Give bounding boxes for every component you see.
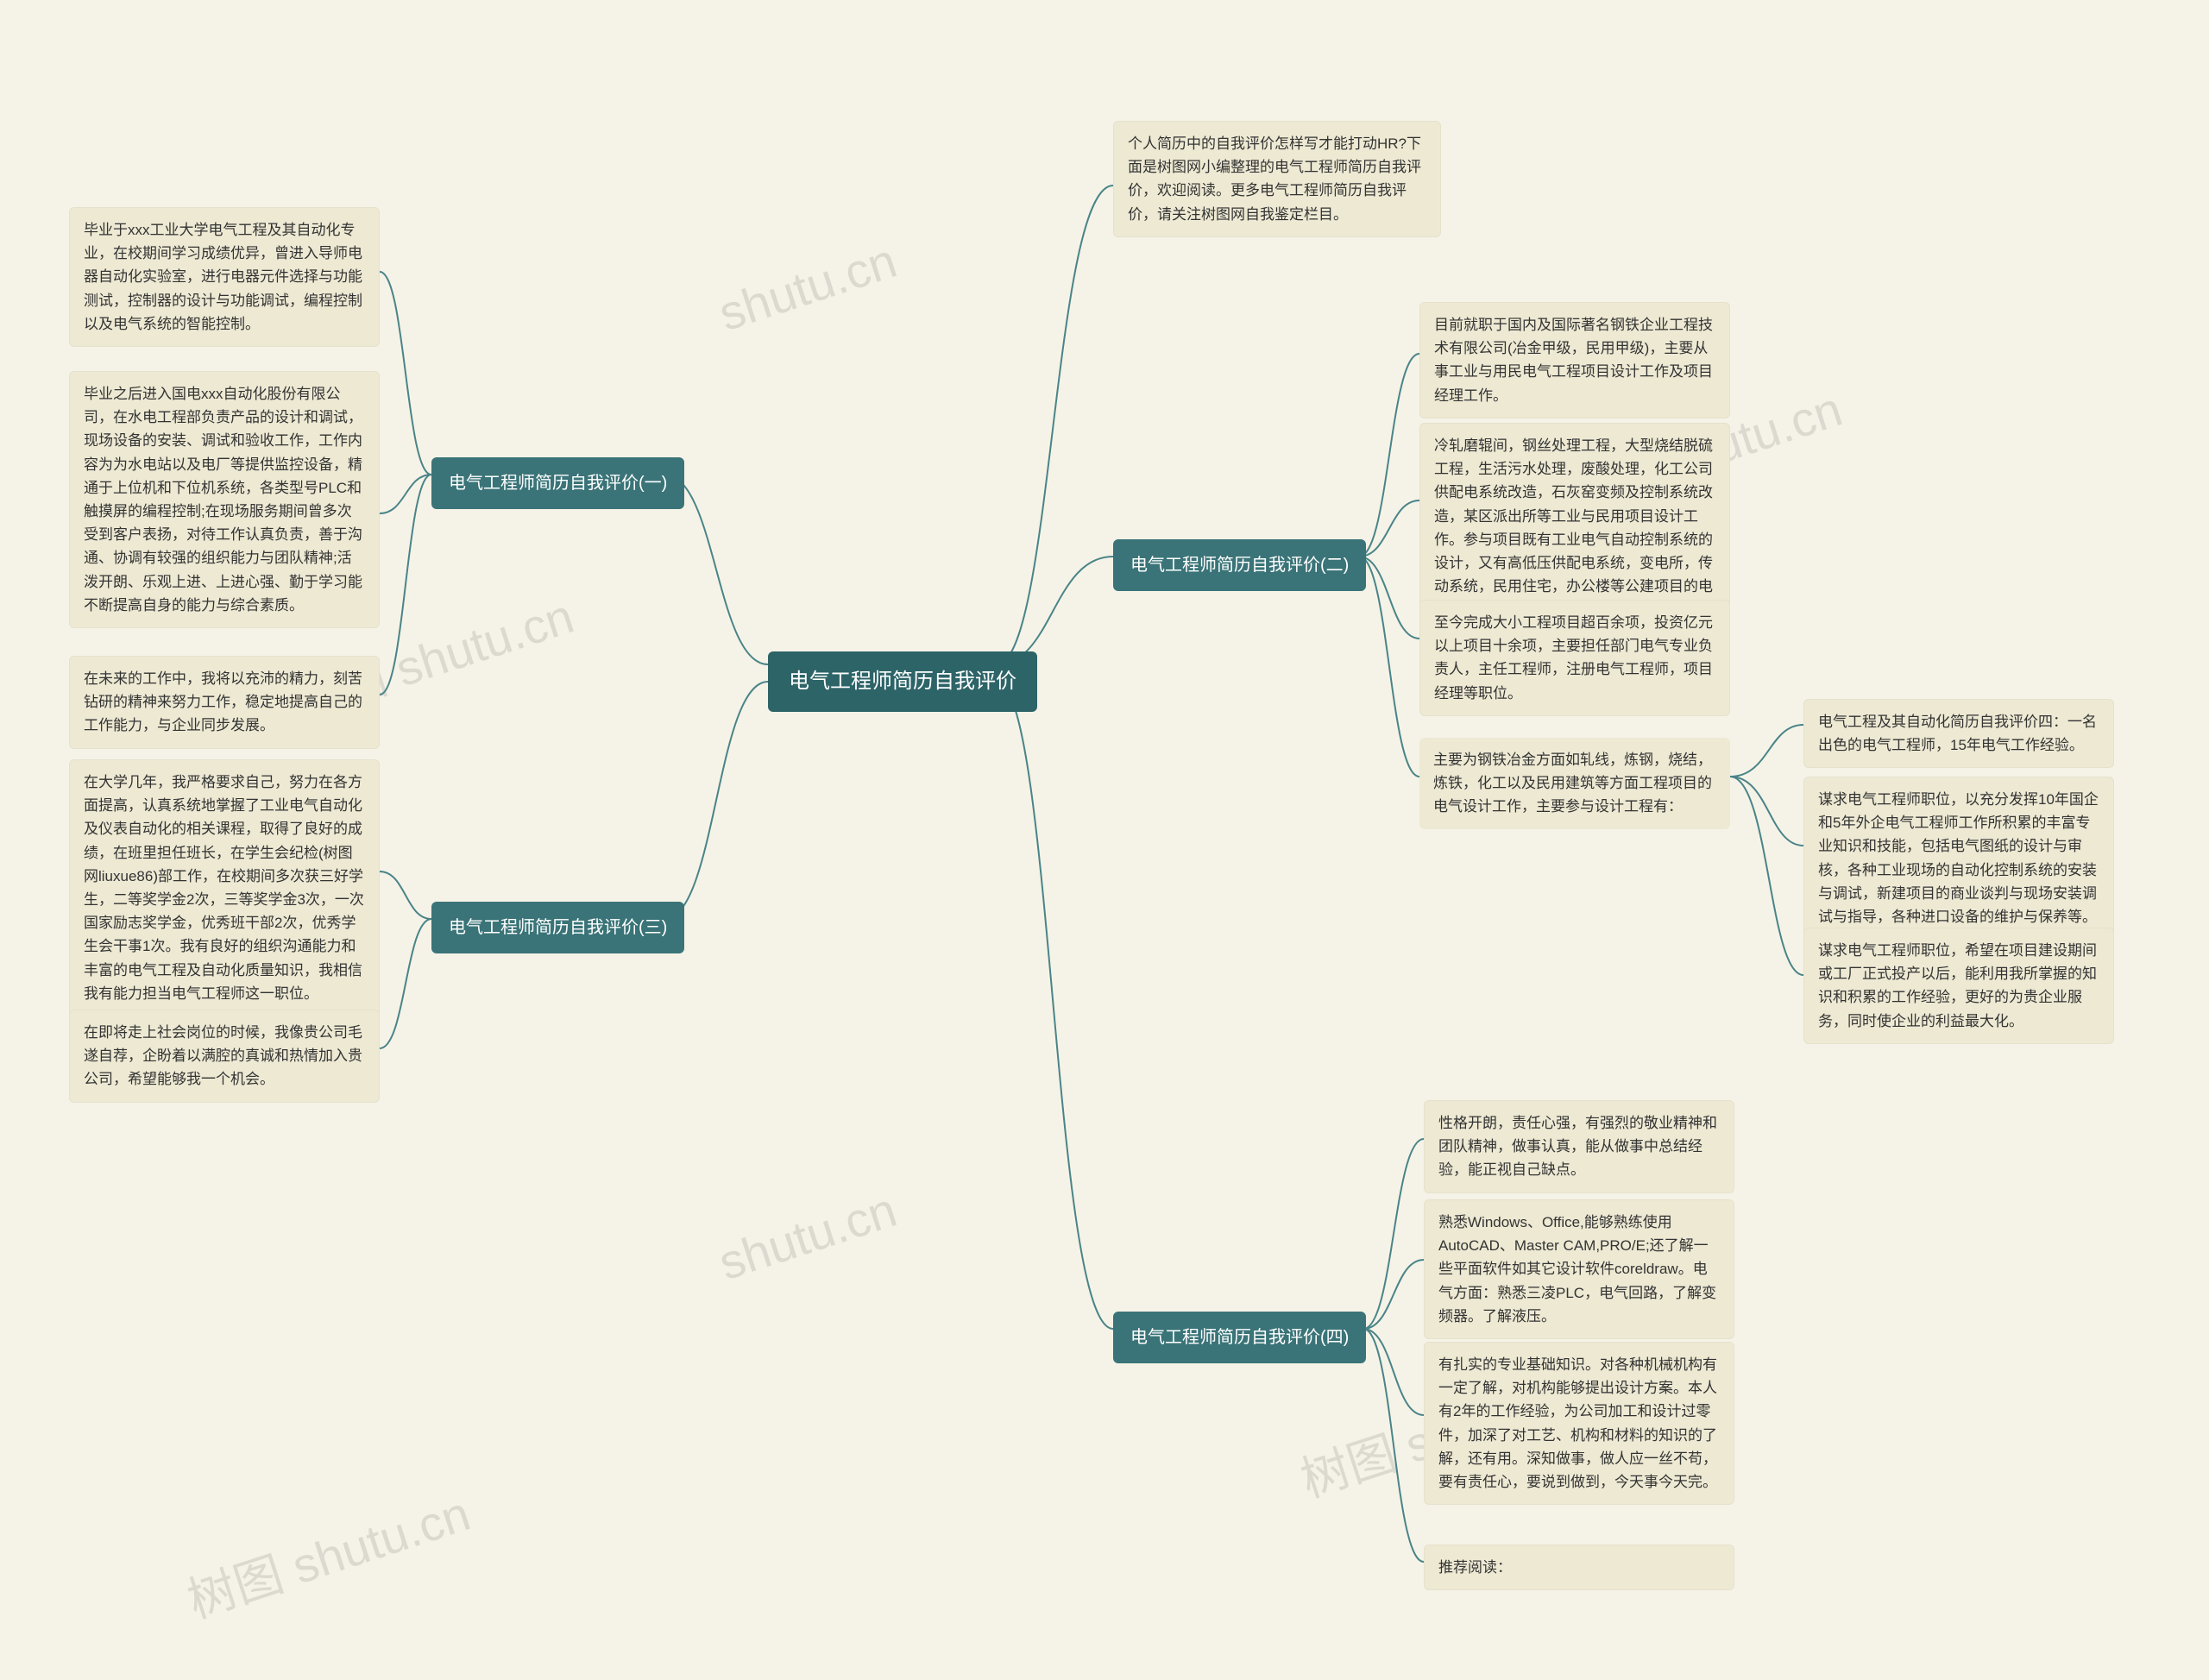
watermark: shutu.cn bbox=[712, 1181, 903, 1291]
branch-one[interactable]: 电气工程师简历自我评价(一) bbox=[431, 457, 684, 509]
branch-four-leaf-0: 性格开朗，责任心强，有强烈的敬业精神和团队精神，做事认真，能从做事中总结经验，能… bbox=[1424, 1100, 1734, 1193]
branch-one-leaf-2: 在未来的工作中，我将以充沛的精力，刻苦钻研的精神来努力工作，稳定地提高自己的工作… bbox=[69, 656, 380, 749]
intro-leaf: 个人简历中的自我评价怎样写才能打动HR?下面是树图网小编整理的电气工程师简历自我… bbox=[1113, 121, 1441, 237]
branch-two-leaf-2: 至今完成大小工程项目超百余项，投资亿元以上项目十余项，主要担任部门电气专业负责人… bbox=[1419, 600, 1730, 716]
branch-four-leaf-2: 有扎实的专业基础知识。对各种机械机构有一定了解，对机构能够提出设计方案。本人有2… bbox=[1424, 1342, 1734, 1505]
branch-three[interactable]: 电气工程师简历自我评价(三) bbox=[431, 902, 684, 953]
center-node[interactable]: 电气工程师简历自我评价 bbox=[768, 651, 1037, 712]
branch-two-sub: 主要为钢铁冶金方面如轧线，炼钢，烧结，炼铁，化工以及民用建筑等方面工程项目的电气… bbox=[1419, 738, 1730, 829]
branch-two-sub-child-1: 谋求电气工程师职位，以充分发挥10年国企和5年外企电气工程师工作所积累的丰富专业… bbox=[1803, 777, 2114, 940]
branch-two-sub-child-2: 谋求电气工程师职位，希望在项目建设期间或工厂正式投产以后，能利用我所掌握的知识和… bbox=[1803, 928, 2114, 1044]
branch-two[interactable]: 电气工程师简历自我评价(二) bbox=[1113, 539, 1366, 591]
branch-one-leaf-1: 毕业之后进入国电xxx自动化股份有限公司，在水电工程部负责产品的设计和调试，现场… bbox=[69, 371, 380, 628]
branch-one-leaf-0: 毕业于xxx工业大学电气工程及其自动化专业，在校期间学习成绩优异，曾进入导师电器… bbox=[69, 207, 380, 347]
branch-three-leaf-1: 在即将走上社会岗位的时候，我像贵公司毛遂自荐，企盼着以满腔的真诚和热情加入贵公司… bbox=[69, 1010, 380, 1103]
branch-four[interactable]: 电气工程师简历自我评价(四) bbox=[1113, 1312, 1366, 1363]
branch-two-leaf-0: 目前就职于国内及国际著名钢铁企业工程技术有限公司(冶金甲级，民用甲级)，主要从事… bbox=[1419, 302, 1730, 418]
branch-four-leaf-1: 熟悉Windows、Office,能够熟练使用AutoCAD、Master CA… bbox=[1424, 1199, 1734, 1339]
branch-four-leaf-3: 推荐阅读： bbox=[1424, 1545, 1734, 1590]
branch-two-sub-child-0: 电气工程及其自动化简历自我评价四：一名出色的电气工程师，15年电气工作经验。 bbox=[1803, 699, 2114, 768]
branch-three-leaf-0: 在大学几年，我严格要求自己，努力在各方面提高，认真系统地掌握了工业电气自动化及仪… bbox=[69, 759, 380, 1016]
watermark: 树图 shutu.cn bbox=[178, 1476, 478, 1633]
watermark: shutu.cn bbox=[712, 232, 903, 342]
